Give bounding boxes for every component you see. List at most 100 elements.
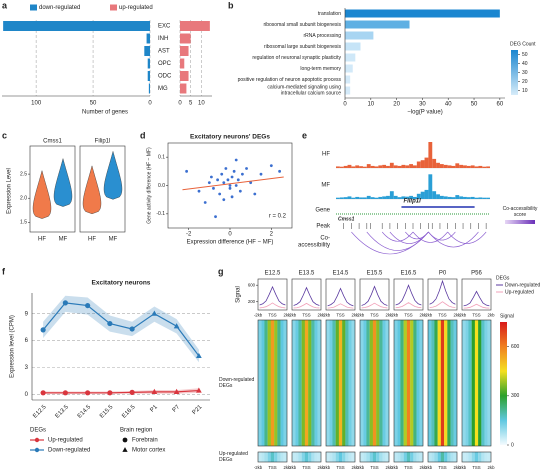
- heatmap-frame: [291, 319, 322, 447]
- heatmap-cell: [468, 452, 472, 462]
- signal-bar: [366, 195, 371, 199]
- heatmap-cell: [308, 320, 312, 446]
- colorbar-tick-label: 0: [511, 442, 514, 448]
- column-label: E13.5: [299, 271, 315, 277]
- signal-bar: [362, 166, 367, 168]
- x-tick-label: -2kb: [322, 313, 331, 318]
- point: [226, 178, 230, 182]
- bar: [180, 58, 185, 69]
- bar: [147, 71, 150, 81]
- heatmap-cell: [335, 320, 339, 446]
- x-tick-label: 2kb: [454, 465, 462, 470]
- point: [241, 172, 244, 176]
- profile-line: [395, 302, 422, 309]
- heatmap-cell: [444, 320, 448, 446]
- signal-bar: [478, 197, 483, 199]
- heatmap-cell: [382, 320, 386, 446]
- x-tick-label: TSS: [268, 465, 276, 470]
- signal-bar: [336, 197, 340, 199]
- point: [210, 175, 213, 179]
- signal-bar: [409, 195, 413, 199]
- signal-bar: [393, 165, 398, 168]
- legend-title: Co-accessibility score: [503, 206, 538, 218]
- point: [218, 192, 222, 196]
- x-tick-label: TSS: [370, 313, 378, 318]
- marker: [151, 310, 158, 316]
- signal-bar: [401, 164, 406, 168]
- signal-bar: [463, 165, 467, 168]
- marker: [40, 390, 46, 396]
- heatmap-cell: [465, 452, 469, 462]
- point: [232, 169, 236, 173]
- x-tick-label: 0: [228, 232, 232, 238]
- profile-line: [429, 301, 456, 308]
- heatmap-cell: [363, 320, 367, 446]
- heatmap-cell: [329, 452, 333, 462]
- row-label: Co-accessibility: [298, 235, 330, 248]
- signal-bar: [459, 196, 464, 199]
- signal-bar: [386, 165, 390, 168]
- signal-bar: [339, 197, 344, 199]
- x-tick-label: 50: [90, 101, 97, 107]
- heatmap-cell: [304, 452, 309, 462]
- x-tick-label: P1: [149, 404, 159, 414]
- legend-label: Motor cortex: [132, 448, 165, 454]
- legend-swatch: [110, 4, 117, 11]
- signal-bar: [413, 165, 417, 168]
- y-axis-label: Gene activity difference (HF − MF): [146, 147, 152, 224]
- heatmap-cell: [397, 452, 401, 462]
- heatmap-cell: [471, 452, 475, 462]
- heatmap-frame: [257, 451, 288, 463]
- point: [234, 158, 238, 162]
- heatmap-cell: [345, 320, 349, 446]
- heatmap-cell: [437, 452, 441, 462]
- legend-label: Up-regulated: [505, 289, 534, 295]
- point: [207, 181, 211, 185]
- x-tick-label: 60: [496, 102, 503, 108]
- x-tick-label: -2kb: [356, 313, 365, 318]
- colorbar-title: Signal: [500, 313, 514, 319]
- heatmap-cell: [308, 452, 312, 462]
- gene-name: Cmss1: [338, 216, 355, 222]
- link-arc: [405, 231, 429, 240]
- category-label: EXC: [158, 24, 171, 30]
- signal-bar: [374, 197, 379, 199]
- bar: [3, 21, 151, 31]
- point: [212, 186, 215, 190]
- heatmap-cell: [274, 320, 278, 446]
- gene-name: Filip1l: [95, 139, 111, 145]
- link-arc: [389, 231, 429, 244]
- x-tick-label: -2kb: [458, 465, 467, 470]
- heatmap-cell: [351, 452, 356, 462]
- x-tick-label: 2kb: [420, 465, 428, 470]
- signal-bar: [420, 160, 425, 168]
- colorbar-tick-label: 600: [511, 344, 520, 350]
- point: [269, 164, 273, 168]
- heatmap-cell: [366, 320, 370, 446]
- signal-bar: [374, 166, 379, 168]
- signal-bar: [420, 191, 425, 199]
- x-tick-label: 50: [471, 102, 478, 108]
- x-tick-label: E16.5: [121, 404, 137, 420]
- violin: [103, 150, 123, 200]
- trend-line: [182, 176, 284, 191]
- signal-bar: [443, 196, 448, 199]
- profile-line: [293, 302, 320, 309]
- x-tick-label: 10: [367, 102, 374, 108]
- heatmap-frame: [325, 451, 356, 463]
- signal-bar: [413, 196, 417, 199]
- signal-bar: [405, 165, 410, 168]
- heatmap-cell: [447, 452, 451, 462]
- row-label: Peak: [316, 224, 331, 230]
- signal-bar: [482, 197, 487, 199]
- signal-bar: [397, 197, 402, 199]
- colorbar-tick-label: 20: [522, 79, 528, 85]
- heatmap-cell: [487, 320, 492, 446]
- heatmap-cell: [400, 452, 404, 462]
- x-tick-label: 2kb: [386, 465, 394, 470]
- heatmap-cell: [440, 452, 445, 462]
- heatmap-frame: [393, 451, 424, 463]
- x-tick-label: -2kb: [356, 465, 365, 470]
- x-axis-label: Number of genes: [82, 110, 128, 116]
- heatmap-cell: [379, 320, 383, 446]
